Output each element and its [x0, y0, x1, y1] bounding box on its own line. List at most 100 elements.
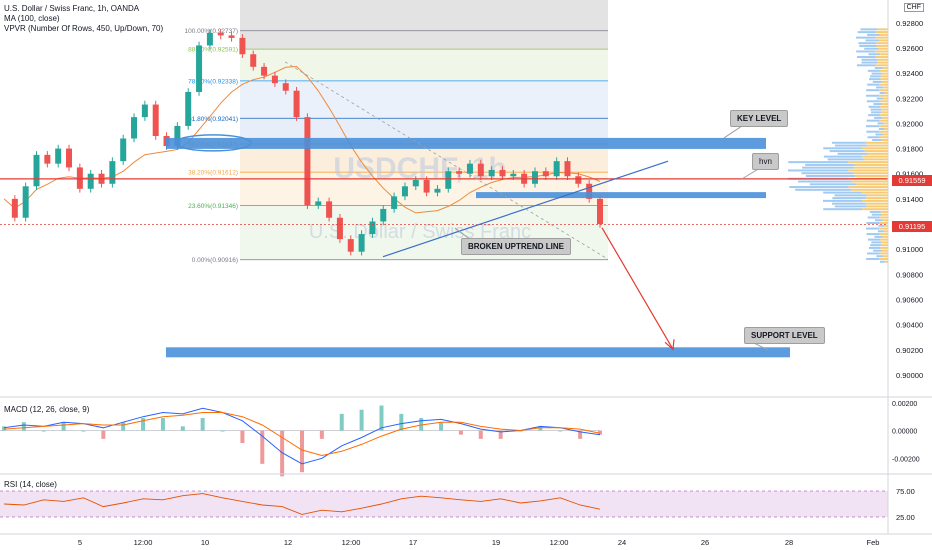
- hvn-label: hvn: [752, 153, 779, 170]
- vpvr-bar-down: [882, 133, 888, 136]
- vpvr-bar-down: [879, 222, 888, 225]
- support-level-label: SUPPORT LEVEL: [744, 327, 825, 344]
- x-tick-label: 17: [409, 538, 417, 547]
- vpvr-bar-up: [867, 252, 880, 255]
- candle-body: [358, 234, 365, 252]
- vpvr-bar-up: [866, 89, 880, 92]
- vpvr-bar-down: [848, 186, 888, 189]
- vpvr-bar-down: [876, 44, 888, 47]
- vpvr-bar-up: [878, 127, 885, 130]
- vpvr-bar-down: [875, 36, 888, 39]
- vpvr-bar-up: [866, 222, 880, 225]
- macd-legend[interactable]: MACD (12, 26, close, 9): [4, 405, 90, 414]
- vpvr-bar-up: [866, 257, 880, 260]
- candle-body: [239, 37, 246, 55]
- vpvr-bar-up: [823, 191, 863, 194]
- candle-body: [44, 154, 51, 164]
- vpvr-bar-down: [882, 249, 888, 252]
- candle-body: [466, 163, 473, 174]
- macd-histogram-bar: [61, 422, 66, 431]
- vpvr-bar-up: [788, 161, 849, 164]
- retest-zone: [476, 192, 766, 199]
- vpvr-bar-up: [856, 64, 876, 67]
- watermark-symbol: USDCHF, 1h: [333, 152, 506, 185]
- currency-label: CHF: [903, 3, 924, 12]
- candle-body: [206, 32, 213, 46]
- macd-pane[interactable]: [0, 405, 602, 477]
- x-tick-label: 12:00: [550, 538, 569, 547]
- vpvr-bar-down: [883, 97, 888, 100]
- vpvr-bar-up: [879, 91, 885, 94]
- vpvr-bar-up: [868, 105, 881, 108]
- vpvr-bar-up: [829, 150, 865, 153]
- candle-body: [271, 75, 278, 84]
- vpvr-bar-down: [883, 255, 888, 258]
- vpvr-bar-up: [871, 241, 882, 244]
- candle-body: [250, 54, 257, 67]
- macd-histogram-bar: [180, 426, 185, 431]
- y-tick-label: 0.91800: [896, 145, 923, 154]
- key-level-zone: [166, 137, 766, 149]
- main-price-pane[interactable]: 100.00%(0.92737) 88.00%(0.92591) 78.60%(0.…: [0, 0, 888, 358]
- candle-body: [55, 148, 62, 164]
- vpvr-bar-down: [881, 72, 888, 75]
- ma-legend[interactable]: MA (100, close): [4, 14, 60, 23]
- candle-body: [510, 173, 517, 177]
- vpvr-bar-up: [861, 58, 878, 61]
- vpvr-bar-up: [867, 238, 880, 241]
- vpvr-bar-up: [857, 31, 876, 34]
- y-tick-label: 0.92800: [896, 19, 923, 28]
- vpvr-bar-down: [850, 188, 888, 191]
- vpvr-bar-up: [860, 28, 877, 31]
- candle-body: [196, 45, 203, 92]
- vpvr-bar-up: [866, 233, 880, 236]
- vpvr-bar-down: [876, 42, 888, 45]
- vpvr-bar-down: [879, 83, 888, 86]
- macd-histogram-bar: [160, 418, 165, 431]
- y-tick-label: 0.90000: [896, 371, 923, 380]
- vpvr-bar-up: [837, 152, 868, 155]
- macd-histogram-bar: [319, 430, 324, 439]
- candle-body: [22, 186, 29, 218]
- vpvr-bar-up: [856, 50, 876, 53]
- candle-body: [33, 154, 40, 187]
- vpvr-bar-up: [823, 208, 863, 211]
- macd-histogram-bar: [538, 426, 543, 431]
- vpvr-bar-up: [870, 244, 881, 247]
- candle-body: [347, 239, 354, 252]
- vpvr-bar-down: [853, 172, 888, 175]
- vpvr-bar-up: [831, 141, 866, 144]
- vpvr-bar-up: [874, 67, 883, 70]
- macd-histogram-bar: [419, 418, 424, 431]
- vpvr-bar-up: [867, 33, 880, 36]
- vpvr-bar-down: [884, 127, 888, 130]
- rsi-line: [3, 493, 601, 515]
- vpvr-bar-down: [879, 257, 888, 260]
- vpvr-bar-up: [866, 100, 880, 103]
- vpvr-bar-down: [875, 50, 888, 53]
- rsi-pane[interactable]: [0, 490, 888, 518]
- rsi-legend[interactable]: RSI (14, close): [4, 480, 57, 489]
- fib-level-label: 61.80%(0.92041): [188, 116, 238, 123]
- macd-y-tick-label: -0.00200: [892, 456, 920, 463]
- vpvr-bar-up: [866, 119, 880, 122]
- y-tick-label: 0.92200: [896, 94, 923, 103]
- vpvr-legend[interactable]: VPVR (Number Of Rows, 450, Up/Down, 70): [4, 24, 164, 33]
- vpvr-bar-down: [880, 114, 888, 117]
- vpvr-bar-up: [871, 72, 882, 75]
- candle-body: [391, 196, 398, 209]
- fib-level-label: 38.20%(0.91612): [188, 170, 238, 177]
- vpvr-bar-down: [880, 53, 888, 56]
- vpvr-bar-up: [872, 139, 882, 142]
- candle-body: [120, 138, 127, 162]
- vpvr-bar-down: [875, 31, 888, 34]
- vpvr-bar-up: [823, 155, 863, 158]
- macd-histogram-bar: [558, 430, 563, 432]
- fib-zone: [240, 30, 608, 50]
- candle-body: [326, 201, 333, 218]
- vpvr-bar-down: [856, 183, 888, 186]
- macd-y-tick-label: 0.00200: [892, 401, 917, 408]
- candle-body: [477, 163, 484, 177]
- vpvr-bar-down: [879, 33, 888, 36]
